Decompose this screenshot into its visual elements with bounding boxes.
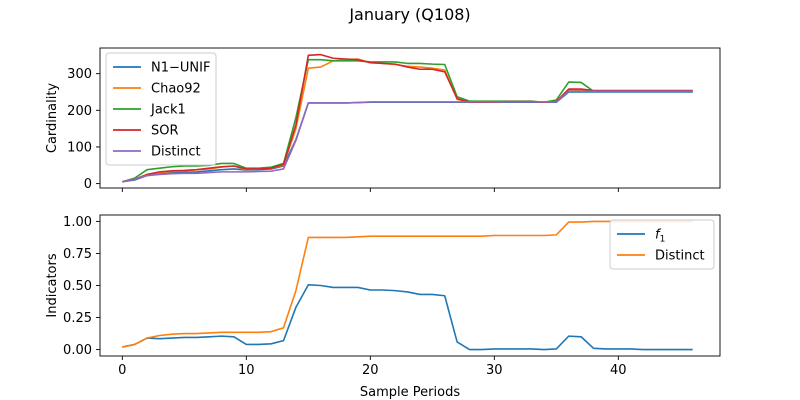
y-tick-label: 100 [67, 140, 92, 155]
x-tick-label: 30 [486, 363, 503, 378]
legend: f1 Distinct [609, 219, 715, 270]
y-tick-label: 0 [84, 177, 92, 192]
series-line-f1 [122, 284, 693, 351]
indicators-panel: 0.00 0.25 0.50 0.75 1.00 0 10 20 30 40 Indicators f… [45, 214, 721, 378]
plot-frame [99, 47, 721, 189]
y-tick-label: 0.00 [63, 343, 92, 358]
x-tick-label: 20 [362, 363, 379, 378]
x-tick-label: 10 [238, 363, 255, 378]
legend: N1−UNIF Chao92 Jack1 SOR Distinct [105, 52, 217, 166]
legend-box [609, 219, 715, 270]
x-tick-label: 0 [118, 363, 126, 378]
legend-label: Distinct [655, 249, 705, 264]
x-tick-label: 40 [610, 363, 627, 378]
y-tick-label: 300 [67, 67, 92, 82]
y-tick-label: 1.00 [63, 215, 92, 230]
legend-label: SOR [151, 124, 179, 139]
legend-label: f1 [655, 228, 665, 245]
y-axis-label: Indicators [45, 253, 60, 317]
legend-label: Chao92 [151, 82, 201, 97]
x-axis-label: Sample Periods [360, 385, 460, 400]
legend-label: Distinct [151, 145, 201, 160]
y-tick-label: 200 [67, 104, 92, 119]
y-tick-label: 0.75 [63, 247, 92, 262]
legend-box [105, 52, 217, 166]
series-line-distinct [122, 90, 693, 183]
legend-label: N1−UNIF [151, 61, 210, 76]
legend-label: Jack1 [150, 103, 186, 118]
y-axis-label: Cardinality [45, 83, 60, 154]
series-line-distinct [122, 220, 693, 348]
chart-title: January (Q108) [348, 5, 470, 24]
y-tick-label: 0.50 [63, 279, 92, 294]
cardinality-panel: 0 100 200 300 Cardinality N1−UNIF Chao92 Jack1 S… [45, 47, 721, 192]
y-tick-label: 0.25 [63, 311, 92, 326]
